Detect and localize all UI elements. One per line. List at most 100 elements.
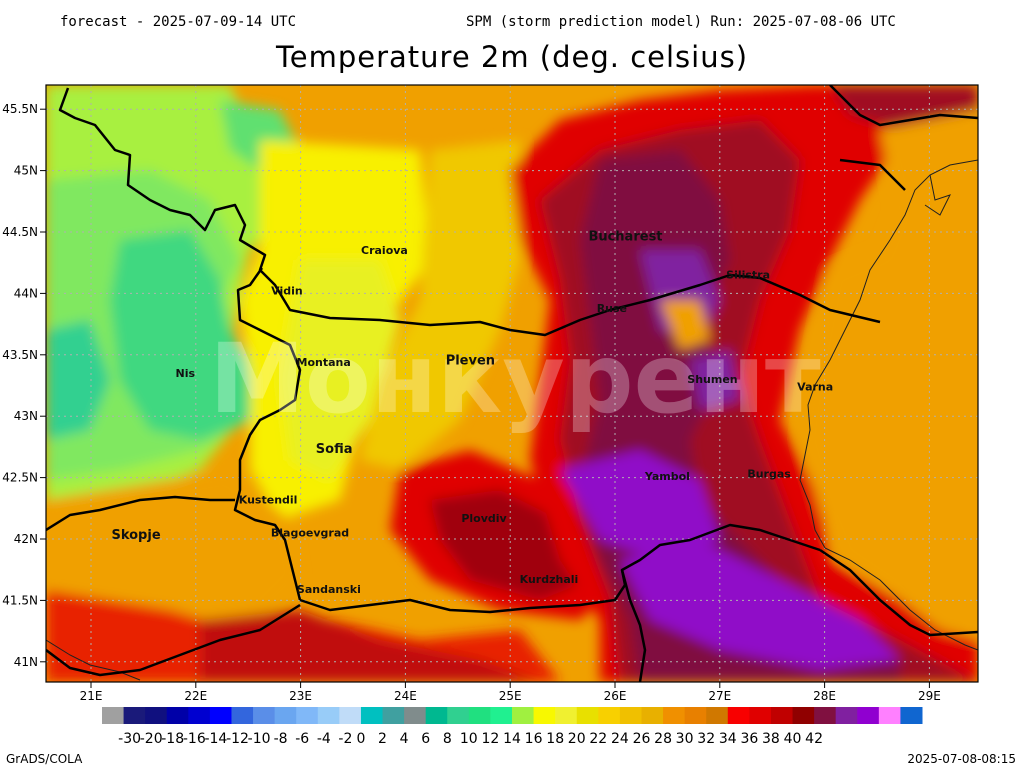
color-scale-labels: -30-20-18-16-14-12-10 -8 -6 -4 -2 0 2 4 6 8 10 12 14… bbox=[118, 731, 823, 747]
latitude-tick-label: 45N bbox=[14, 164, 38, 178]
forecast-time-label: forecast - 2025-07-09-14 UTC bbox=[60, 14, 297, 30]
color-scale-swatch bbox=[727, 707, 750, 724]
color-scale-swatch bbox=[382, 707, 405, 724]
map-frame bbox=[45, 84, 979, 683]
color-scale-swatch bbox=[792, 707, 815, 724]
country-borders bbox=[46, 85, 978, 682]
coastline bbox=[46, 159, 978, 681]
color-scale-swatch bbox=[274, 707, 297, 724]
color-scale-swatch bbox=[188, 707, 211, 724]
color-scale-swatch bbox=[404, 707, 427, 724]
longitude-tick-label: 28E bbox=[813, 689, 836, 703]
longitude-tick-label: 22E bbox=[184, 689, 207, 703]
city-label: Nis bbox=[176, 367, 196, 380]
latitude-tick-label: 43.5N bbox=[2, 348, 38, 362]
color-scale-label: 10 bbox=[460, 731, 478, 747]
city-label: Craiova bbox=[361, 244, 408, 257]
software-credit: GrADS/COLA bbox=[6, 752, 83, 766]
color-scale-label: -6 bbox=[295, 731, 309, 747]
city-label: Vidin bbox=[271, 285, 303, 298]
longitude-tick-label: 27E bbox=[708, 689, 731, 703]
longitude-tick-label: 24E bbox=[394, 689, 417, 703]
color-scale-label: 18 bbox=[546, 731, 564, 747]
color-scale-swatch bbox=[814, 707, 837, 724]
color-scale-swatch bbox=[878, 707, 901, 724]
color-scale-swatch bbox=[123, 707, 146, 724]
longitude-tick-label: 21E bbox=[80, 689, 103, 703]
city-labels: Bucharest Craiova Vidin Silistra Ruse Nis Mont… bbox=[111, 230, 833, 596]
color-scale-label: -10 bbox=[248, 731, 271, 747]
color-scale-swatch bbox=[447, 707, 470, 724]
color-scale-swatch bbox=[533, 707, 556, 724]
color-scale-label: 22 bbox=[589, 731, 607, 747]
color-scale-label: 38 bbox=[762, 731, 780, 747]
color-scale-label: -4 bbox=[317, 731, 331, 747]
city-label: Ruse bbox=[597, 302, 627, 315]
city-label: Pleven bbox=[446, 354, 495, 369]
color-scale-swatch bbox=[490, 707, 513, 724]
color-scale-label: 4 bbox=[400, 731, 409, 747]
color-scale-swatch bbox=[684, 707, 707, 724]
color-scale-swatch bbox=[900, 707, 923, 724]
watermark: Монкурент bbox=[209, 323, 821, 435]
longitude-tick-label: 29E bbox=[918, 689, 941, 703]
color-scale-swatch bbox=[253, 707, 276, 724]
color-scale-label: 12 bbox=[481, 731, 499, 747]
color-scale-label: 2 bbox=[378, 731, 387, 747]
city-label: Kurdzhali bbox=[520, 573, 579, 586]
color-scale-swatch bbox=[835, 707, 858, 724]
color-scale-label: 30 bbox=[676, 731, 694, 747]
map-title: Temperature 2m (deg. celsius) bbox=[275, 40, 749, 74]
latitude-tick-label: 41N bbox=[14, 655, 38, 669]
color-scale-swatch bbox=[641, 707, 664, 724]
longitude-tick-label: 23E bbox=[289, 689, 312, 703]
city-label: Sofia bbox=[316, 442, 353, 457]
latitude-tick-labels: 45.5N 45N 44.5N 44N 43.5N 43N 42.5N 42N 41.5N 41N bbox=[2, 102, 38, 669]
color-scale-swatch bbox=[576, 707, 599, 724]
city-label: Montana bbox=[297, 356, 351, 369]
city-label: Bucharest bbox=[588, 230, 662, 245]
city-label: Shumen bbox=[687, 373, 737, 386]
color-scale-label: 16 bbox=[525, 731, 543, 747]
color-scale-label: 36 bbox=[740, 731, 758, 747]
city-label: Plovdiv bbox=[461, 512, 507, 525]
color-scale-label: -8 bbox=[274, 731, 288, 747]
color-scale-label: 0 bbox=[356, 731, 365, 747]
color-scale-swatch bbox=[555, 707, 578, 724]
color-scale-swatch bbox=[339, 707, 362, 724]
color-scale-swatch bbox=[706, 707, 729, 724]
latitude-tick-label: 41.5N bbox=[2, 593, 38, 607]
color-scale-swatch bbox=[145, 707, 168, 724]
color-scale-label: 42 bbox=[805, 731, 823, 747]
color-scale-label: -18 bbox=[161, 731, 184, 747]
city-label: Sandanski bbox=[297, 583, 361, 596]
color-scale-label: -20 bbox=[140, 731, 163, 747]
city-label: Silistra bbox=[726, 269, 770, 282]
longitude-tick-labels: 21E 22E 23E 24E 25E 26E 27E 28E 29E bbox=[80, 689, 941, 703]
color-scale-label: 40 bbox=[784, 731, 802, 747]
color-scale-label: 26 bbox=[633, 731, 651, 747]
color-scale-label: 32 bbox=[697, 731, 715, 747]
city-label: Kustendil bbox=[239, 493, 298, 506]
color-scale-bar bbox=[102, 707, 923, 724]
latitude-tick-label: 44.5N bbox=[2, 225, 38, 239]
color-scale-swatch bbox=[102, 707, 125, 724]
color-scale-label: 28 bbox=[654, 731, 672, 747]
color-scale-swatch bbox=[770, 707, 794, 724]
latitude-tick-label: 42N bbox=[14, 532, 38, 546]
city-label: Blagoevgrad bbox=[271, 527, 349, 540]
color-scale-label: 20 bbox=[568, 731, 586, 747]
color-scale-swatch bbox=[317, 707, 340, 724]
color-scale-label: -14 bbox=[204, 731, 227, 747]
color-scale-label: 34 bbox=[719, 731, 737, 747]
color-scale-swatch bbox=[166, 707, 189, 724]
color-scale-label: 14 bbox=[503, 731, 521, 747]
color-scale-label: -2 bbox=[338, 731, 352, 747]
color-scale-label: -30 bbox=[118, 731, 141, 747]
color-scale-label: -16 bbox=[183, 731, 206, 747]
color-scale-label: -12 bbox=[226, 731, 249, 747]
latitude-tick-label: 43N bbox=[14, 409, 38, 423]
city-label: Yambol bbox=[644, 470, 690, 483]
color-scale-swatch bbox=[857, 707, 880, 724]
